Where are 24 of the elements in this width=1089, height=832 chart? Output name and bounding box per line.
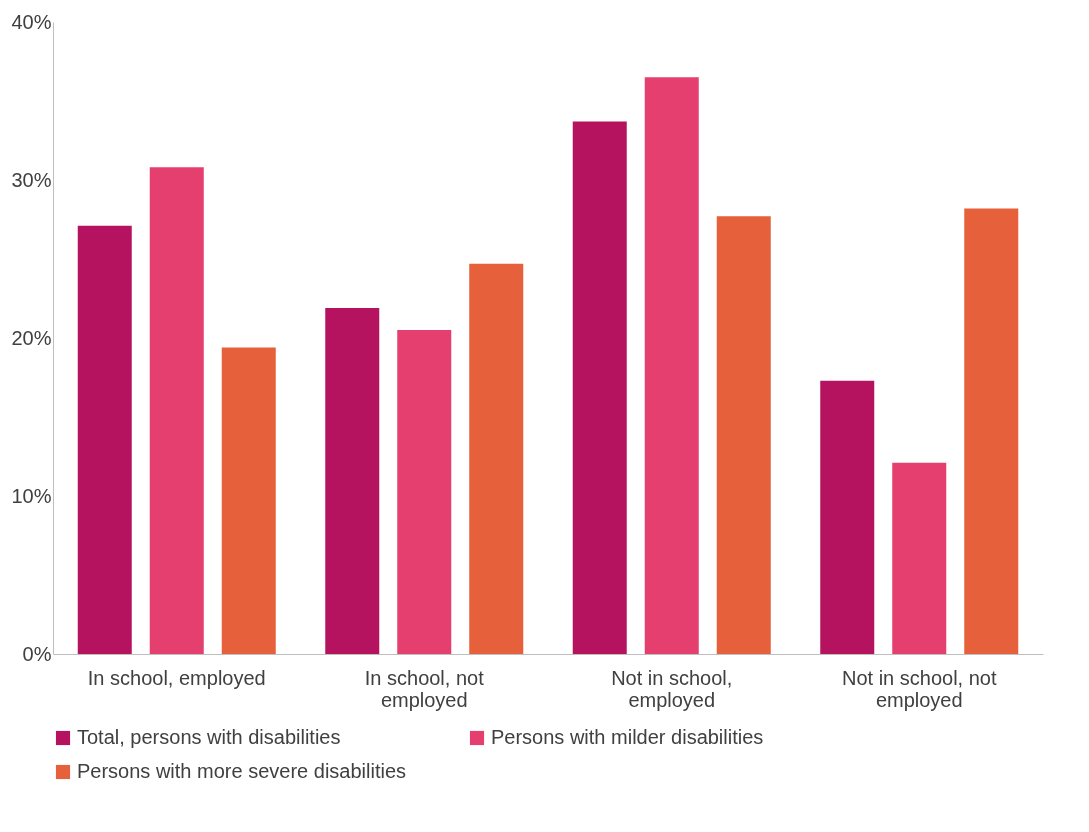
bar bbox=[77, 225, 132, 654]
bar bbox=[964, 208, 1019, 654]
bar bbox=[572, 121, 627, 654]
bar bbox=[469, 263, 524, 654]
bar bbox=[716, 216, 771, 654]
x-tick-label: Not in school, not employed bbox=[841, 666, 997, 711]
y-tick-label: 10% bbox=[11, 484, 52, 507]
y-tick-label: 30% bbox=[11, 168, 52, 191]
bar bbox=[820, 380, 875, 654]
x-tick-label: Not in school, employed bbox=[611, 666, 733, 711]
x-tick-label: In school, not employed bbox=[364, 666, 485, 711]
bar bbox=[644, 77, 699, 654]
bar bbox=[149, 167, 204, 654]
legend-label: Persons with more severe disabilities bbox=[77, 760, 407, 782]
bar bbox=[325, 307, 380, 654]
bar bbox=[892, 462, 947, 654]
legend-label: Total, persons with disabilities bbox=[77, 726, 341, 748]
y-tick-label: 0% bbox=[22, 642, 52, 665]
x-tick-label: In school, employed bbox=[87, 666, 266, 689]
y-tick-label: 20% bbox=[11, 326, 52, 349]
legend-label: Persons with milder disabilities bbox=[491, 726, 764, 748]
bar bbox=[221, 347, 276, 654]
y-tick-label: 40% bbox=[11, 10, 52, 33]
bar bbox=[397, 330, 452, 654]
